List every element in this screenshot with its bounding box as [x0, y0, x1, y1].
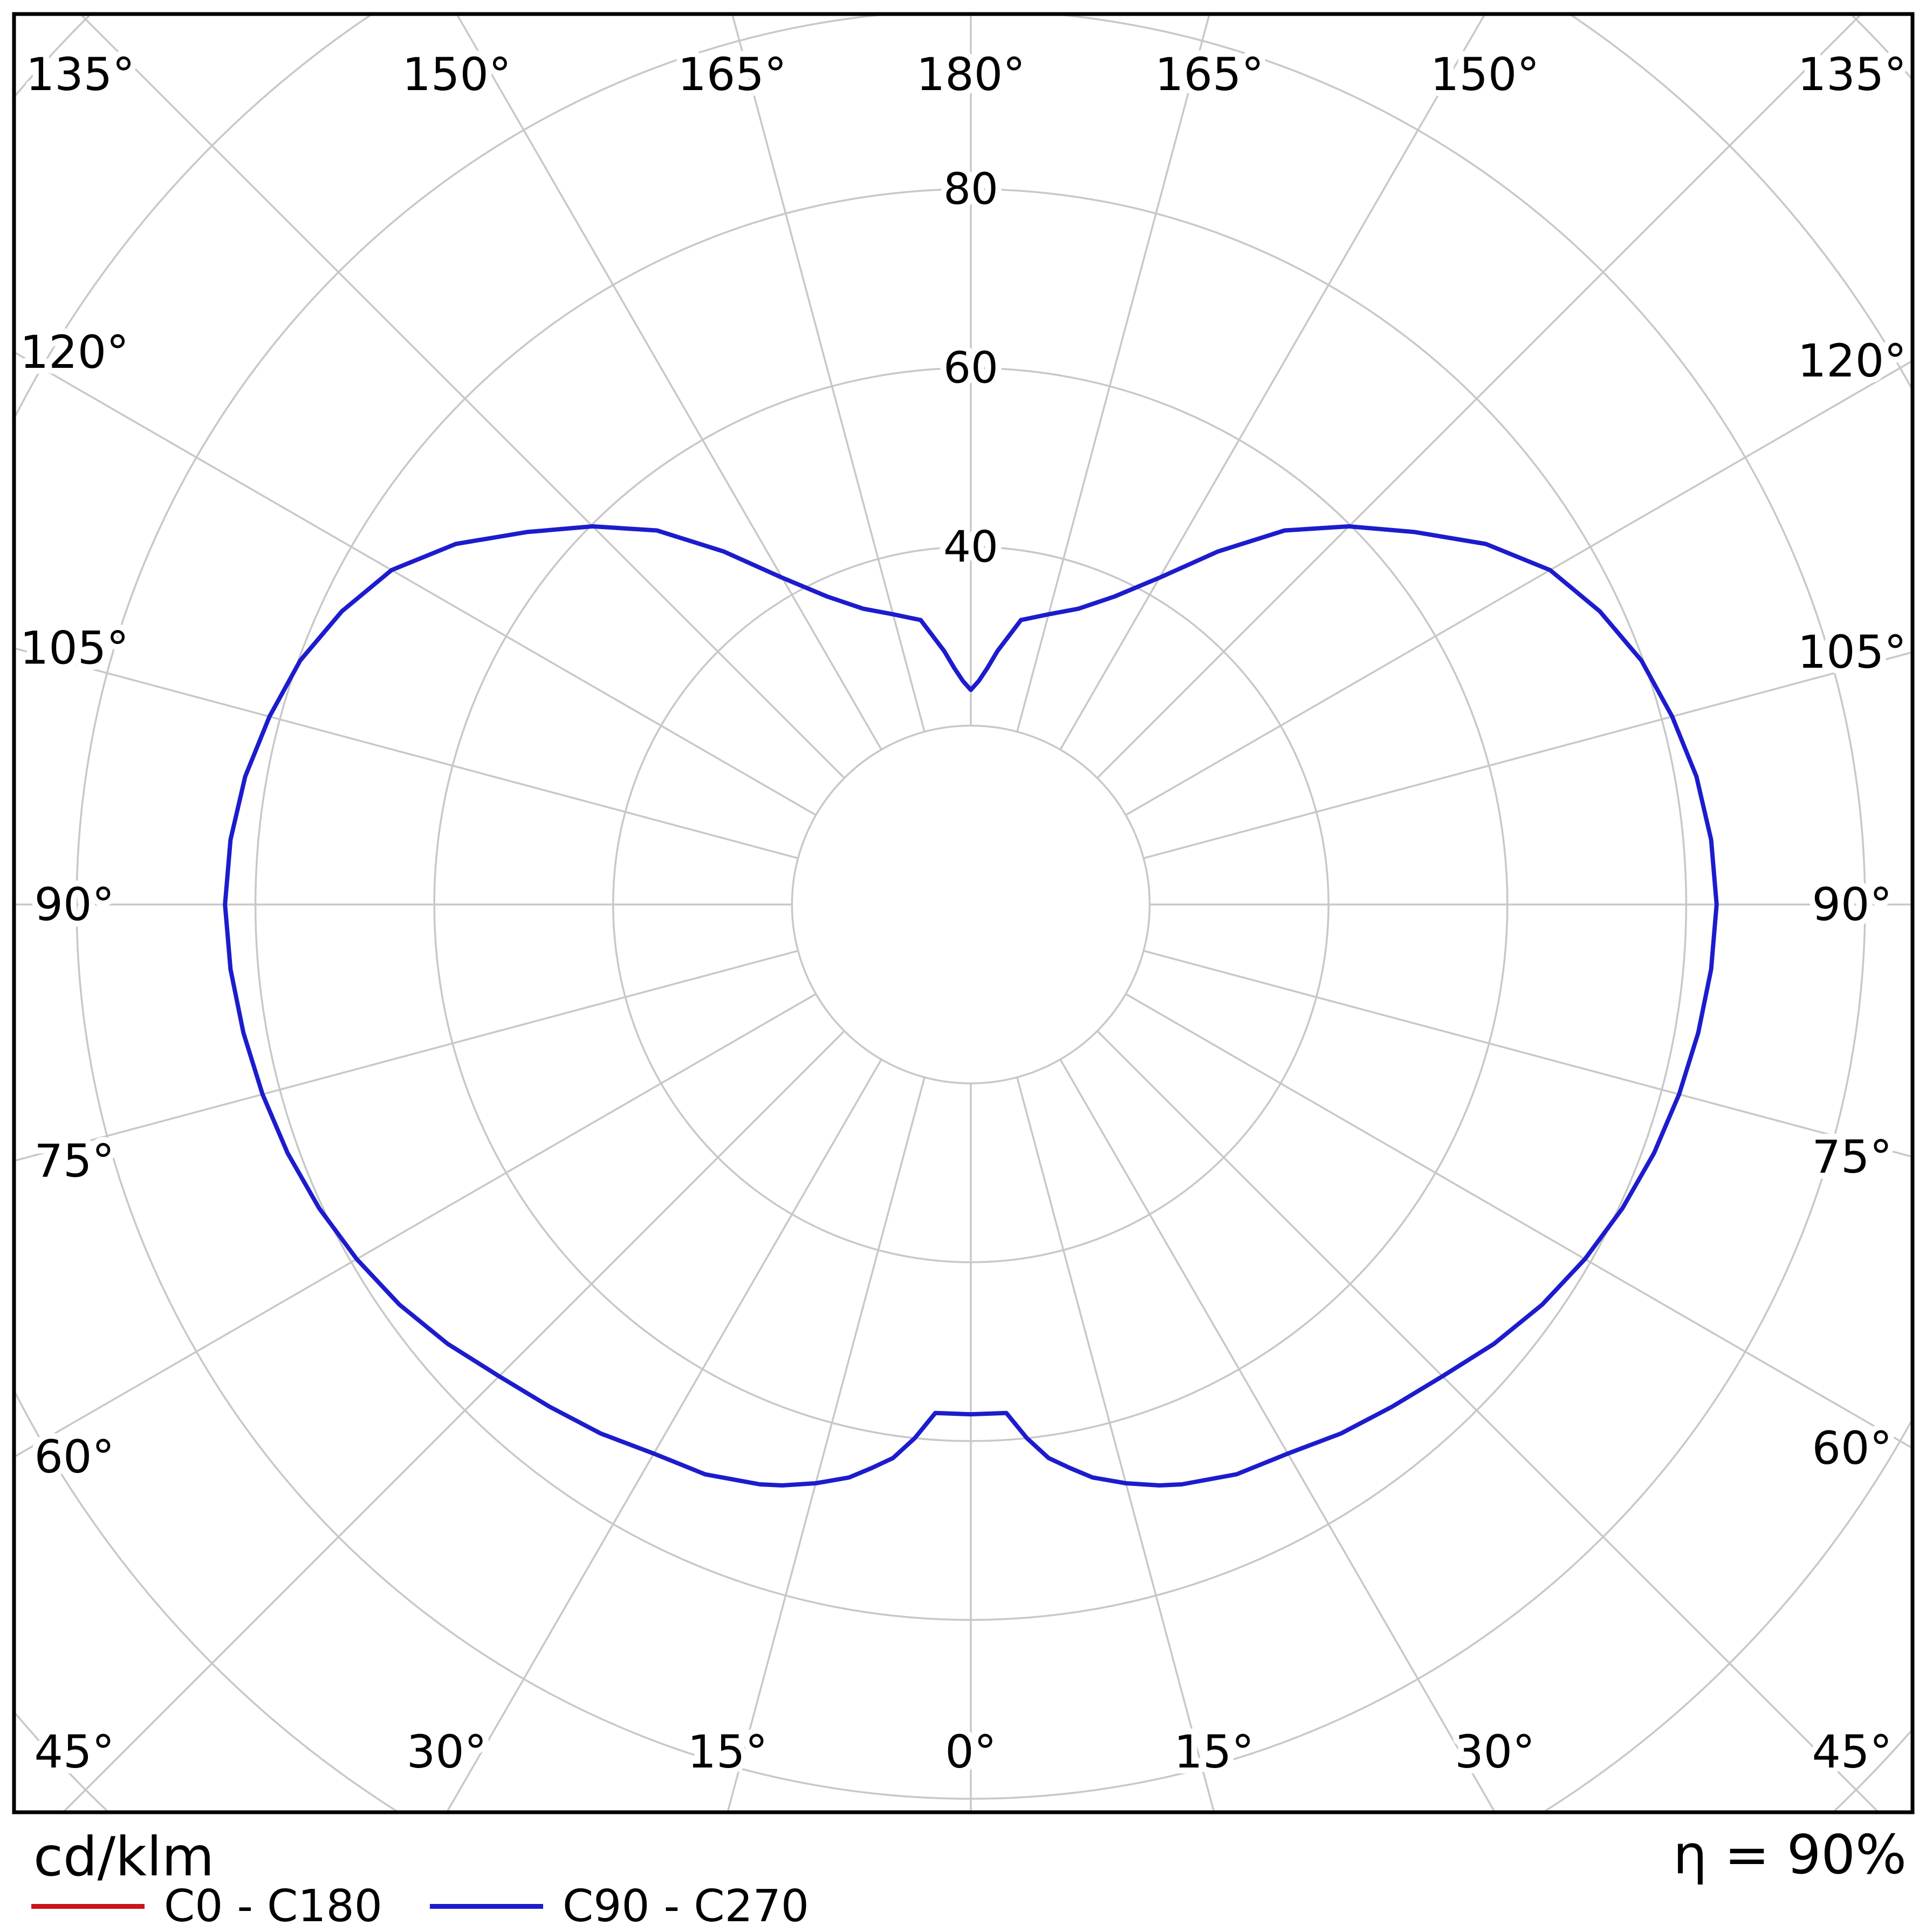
- angle-label-165-left: 165°: [677, 48, 786, 101]
- angle-label-30-right: 30°: [1455, 1725, 1535, 1778]
- angle-label-0-right: 0°: [945, 1725, 996, 1778]
- polar-ray-120: [1125, 359, 1913, 816]
- angle-label-120-left: 120°: [20, 326, 129, 379]
- polar-ray-165: [1016, 14, 1211, 732]
- angle-label-45-left: 45°: [35, 1725, 115, 1778]
- angle-label-135-left: 135°: [26, 48, 135, 101]
- polar-ray-120: [14, 351, 817, 816]
- polar-ray-45: [61, 1030, 845, 1812]
- polar-ray-105: [1143, 651, 1913, 859]
- legend-label: C0 - C180: [164, 1880, 382, 1932]
- angle-label-75-right: 75°: [1812, 1131, 1893, 1183]
- polar-ray-135: [79, 14, 845, 779]
- angle-label-135-right: 135°: [1798, 48, 1907, 101]
- angle-label-30-left: 30°: [407, 1725, 487, 1778]
- angle-label-105-left: 105°: [20, 622, 129, 675]
- angle-label-15-left: 15°: [688, 1725, 768, 1778]
- polar-ray-105: [14, 647, 799, 859]
- angle-label-60-left: 60°: [35, 1430, 115, 1483]
- legend-line-blue: [430, 1903, 543, 1909]
- angle-label-150-right: 150°: [1430, 48, 1539, 101]
- angle-label-90-left: 90°: [35, 878, 115, 931]
- legend-line-red: [31, 1903, 145, 1909]
- polar-ray-45: [1096, 1030, 1880, 1812]
- polar-ray-75: [1143, 950, 1913, 1158]
- angle-label-60-right: 60°: [1812, 1422, 1893, 1475]
- polar-ray-15: [726, 1077, 926, 1812]
- angle-label-45-right: 45°: [1812, 1725, 1893, 1778]
- polar-ray-150: [455, 14, 882, 750]
- angle-label-150-left: 150°: [402, 48, 511, 101]
- angle-label-120-right: 120°: [1798, 334, 1907, 387]
- efficiency-label: η = 90%: [1673, 1823, 1907, 1886]
- polar-ray-135: [1096, 14, 1863, 779]
- unit-label: cd/klm: [33, 1825, 215, 1888]
- polar-ray-30: [445, 1059, 882, 1812]
- legend-item-c90-c270: C90 - C270: [430, 1881, 809, 1932]
- polar-ray-30: [1059, 1059, 1496, 1812]
- angle-label-15-right: 15°: [1174, 1725, 1255, 1778]
- ring-label-40: 40: [943, 522, 998, 572]
- legend-label: C90 - C270: [563, 1880, 810, 1932]
- angle-label-180-right: 180°: [916, 48, 1025, 101]
- chart-frame: [12, 12, 1915, 1814]
- legend-item-c0-c180: C0 - C180: [31, 1881, 382, 1932]
- angle-label-165-right: 165°: [1155, 48, 1264, 101]
- polar-ring-20: [791, 724, 1151, 1085]
- angle-label-75-left: 75°: [35, 1134, 115, 1187]
- angle-label-105-right: 105°: [1798, 626, 1907, 679]
- polar-ray-60: [14, 993, 817, 1458]
- ring-label-80: 80: [943, 164, 998, 214]
- polar-ray-60: [1125, 993, 1913, 1450]
- angle-label-90-right: 90°: [1812, 878, 1893, 931]
- polar-ray-15: [1016, 1077, 1215, 1812]
- polar-ray-150: [1059, 14, 1486, 750]
- polar-ray-165: [731, 14, 926, 732]
- intensity-curve-c90-c270: [223, 524, 1719, 1488]
- polar-ray-75: [14, 950, 799, 1162]
- ring-label-60: 60: [943, 343, 998, 393]
